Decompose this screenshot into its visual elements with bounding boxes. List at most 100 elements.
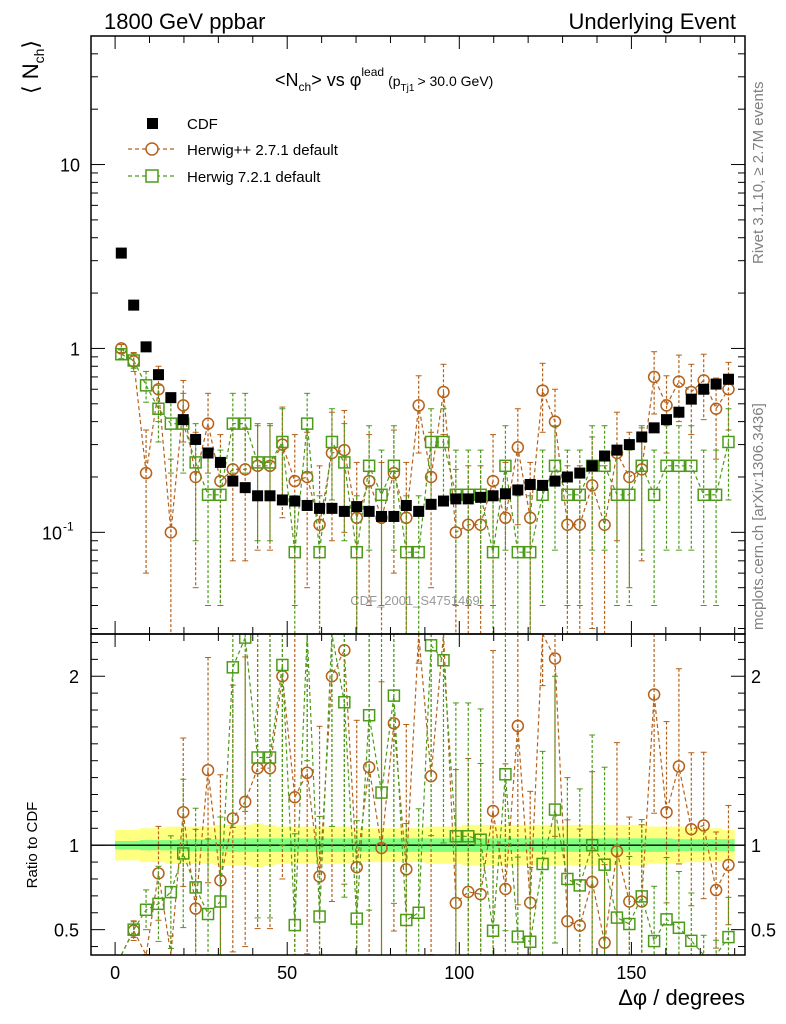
legend: CDF Herwig++ 2.7.1 default Herwig 7.2.1 … (128, 116, 339, 186)
x-tick-label: 150 (616, 963, 646, 983)
series-0-point (190, 433, 202, 445)
series-0-point (301, 499, 313, 511)
series-0-point (289, 495, 301, 507)
series-1-point (139, 466, 153, 480)
series-1-point (598, 518, 611, 531)
series-2-ratio-point (523, 935, 537, 948)
series-2-ratio-point (561, 872, 574, 886)
series-2-ratio-point (276, 658, 289, 672)
series-1-point (164, 526, 178, 539)
series-1-ratio-point (462, 885, 475, 899)
series-2-ratio-point (412, 906, 425, 920)
series-0-point (599, 450, 611, 462)
ratio-y-tick-label-right: 1 (751, 836, 761, 856)
series-1-ratio-point (548, 652, 562, 665)
series-2-ratio-point (338, 695, 351, 709)
series-2-ratio-point (499, 768, 512, 781)
title-lhs-sub: ch (299, 80, 312, 94)
series-0-point (512, 484, 524, 496)
series-0-point (437, 495, 449, 507)
series-0-point (574, 467, 586, 479)
series-1-point (486, 474, 500, 488)
series-0-point (239, 482, 251, 494)
series-0-point (413, 505, 425, 517)
series-0-point (177, 414, 189, 426)
series-2-point (548, 459, 562, 473)
series-0-point (710, 378, 722, 390)
series-0-point (314, 502, 326, 514)
series-2-ratio-point (672, 921, 686, 935)
series-2-point (623, 488, 636, 502)
series-0-point (227, 475, 239, 487)
series-2-ratio-point (536, 857, 549, 871)
series-2-ratio-point (685, 934, 698, 948)
series-2-point (387, 459, 401, 473)
series-1-ratio-point (300, 766, 314, 780)
x-tick-label: 50 (277, 963, 297, 983)
series-2-point (424, 435, 438, 449)
series-2-ratio-point (387, 689, 401, 702)
plot-title: <Nch> vs φlead (pTj1 > 30.0 GeV) (275, 65, 493, 94)
series-2-ratio-point (127, 923, 140, 936)
series-1-ratio-point (697, 819, 710, 832)
series-0-point (673, 406, 685, 418)
series-2-point (115, 347, 128, 361)
series-2-point (189, 456, 202, 469)
series-2-point (697, 488, 710, 502)
series-1-point (536, 384, 549, 397)
series-0-point (128, 299, 140, 311)
series-0-point (475, 491, 487, 503)
series-2-ratio-point (573, 879, 587, 892)
series-0-point (276, 494, 288, 506)
series-2-ratio-point (350, 912, 363, 925)
series-0-point (636, 431, 648, 443)
series-2-ratio-point (375, 786, 388, 799)
x-axis-label: Δφ / degrees (618, 985, 745, 1010)
series-0-point (152, 369, 164, 381)
series-0-point (376, 510, 388, 522)
series-2-point (238, 417, 252, 430)
x-tick-label: 100 (444, 963, 474, 983)
series-2-point (437, 435, 450, 449)
ratio-y-tick-label-left: 1 (69, 836, 79, 856)
series-0-point (661, 414, 673, 426)
series-2-ratio-point (449, 830, 463, 843)
main-y-axis-label: ⟨ Nch⟩ (18, 40, 47, 94)
series-1-point (412, 399, 425, 412)
series-2-ratio-point (660, 913, 673, 926)
series-0-point (549, 475, 561, 487)
series-2-point (672, 459, 686, 473)
series-2-point (338, 456, 351, 469)
series-2-point (375, 488, 388, 502)
series-2-ratio-point (647, 934, 661, 948)
series-2-point (400, 545, 413, 559)
main-y-tick-label: 10 (60, 156, 80, 176)
series-2-point (214, 488, 227, 502)
series-1-ratio-point (709, 883, 723, 897)
series-1-point (437, 385, 450, 399)
series-2-ratio-point (585, 838, 599, 852)
header-left: 1800 GeV ppbar (104, 9, 265, 34)
series-1-point (201, 417, 215, 430)
series-1-ratio-point (660, 805, 673, 819)
series-2-ratio-point (164, 885, 178, 899)
series-0-point (252, 490, 264, 502)
series-1-ratio-point (722, 858, 735, 872)
series-1-ratio-line (120, 634, 730, 955)
series-2-point (523, 545, 537, 559)
series-2-ratio-point (623, 917, 636, 931)
series-0-point (388, 510, 400, 522)
series-0-point (214, 456, 226, 468)
title-cut-sub: Tj1 (401, 83, 415, 94)
series-2-point (486, 545, 500, 559)
series-2-point (635, 459, 648, 473)
series-2-ratio-point (437, 654, 450, 667)
series-0-point (611, 444, 623, 456)
series-0-point (685, 393, 697, 405)
x-tick-label: 0 (110, 963, 120, 983)
legend-herwigpp-marker (145, 142, 159, 156)
series-1-point (672, 375, 686, 388)
series-2-ratio-point (201, 907, 215, 921)
series-1-ratio-point (375, 841, 388, 855)
